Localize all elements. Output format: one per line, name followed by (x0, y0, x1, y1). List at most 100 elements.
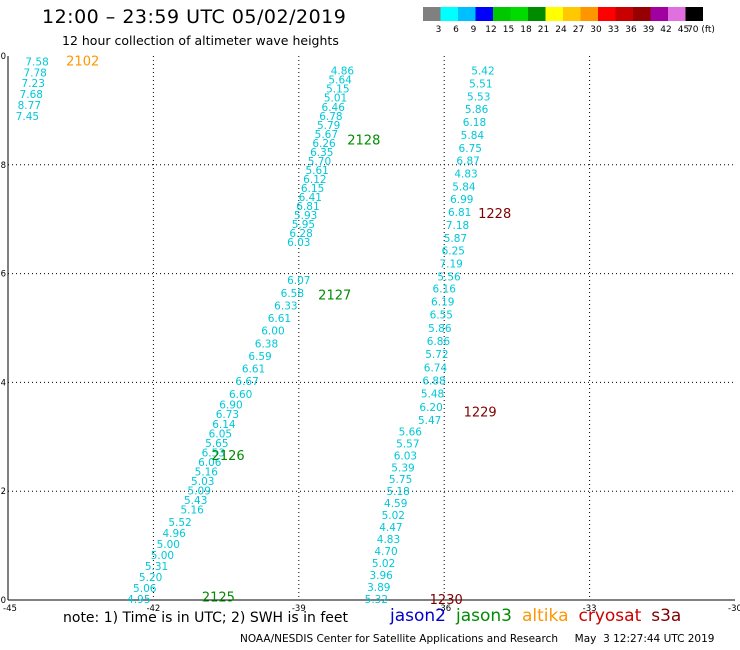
wave-height-value: 5.86 (465, 104, 489, 116)
wave-height-value: 5.43 (184, 495, 207, 507)
y-tick-label: 0 (1, 596, 6, 606)
legend-item-s3a: s3a (651, 606, 682, 626)
wave-height-value: 7.19 (439, 258, 462, 270)
color-scale-label: 6 (453, 25, 459, 34)
color-scale-label: 42 (660, 25, 671, 34)
wave-height-value: 3.96 (369, 570, 393, 582)
pass-number-label: 2125 (202, 590, 235, 605)
wave-height-value: 5.66 (399, 426, 423, 438)
wave-height-plot: -45 -42 -39 -36 -33 -30 0 2 4 6 8 10 7.587.787.237.6… (0, 52, 740, 614)
wave-height-value: 5.47 (418, 415, 441, 427)
wave-height-value: 7.45 (16, 111, 39, 123)
wave-height-value: 5.18 (386, 486, 409, 498)
pass-number-label: 1228 (478, 207, 511, 222)
wave-height-value: 6.16 (433, 283, 457, 295)
color-swatch (580, 7, 598, 21)
color-swatch (493, 7, 511, 21)
color-swatch (633, 7, 651, 21)
wave-height-value: 5.20 (139, 572, 162, 584)
wave-height-value: 5.39 (391, 462, 414, 474)
page-title: 12:00 – 23:59 UTC 05/02/2019 (42, 6, 347, 28)
wave-height-value: 5.00 (151, 550, 174, 562)
footer-note: note: 1) Time is in UTC; 2) SWH is in fe… (63, 610, 349, 626)
wave-height-value: 5.79 (317, 120, 340, 132)
wave-height-value: 4.96 (162, 528, 186, 540)
wave-height-value: 6.38 (255, 338, 278, 350)
wave-height-value: 6.86 (427, 336, 451, 348)
wave-height-value: 5.67 (315, 129, 338, 141)
wave-height-value: 4.86 (331, 66, 355, 78)
wave-height-value: 3.89 (367, 582, 390, 594)
color-scale-label: 27 (573, 25, 584, 34)
color-swatch (423, 7, 441, 21)
wave-height-value: 6.35 (310, 147, 333, 159)
wave-height-value: 6.53 (202, 447, 225, 459)
legend-item-cryosat: cryosat (578, 606, 642, 626)
wave-height-value: 5.84 (461, 130, 485, 142)
pass-number-label: 2128 (347, 133, 380, 148)
credit-line: NOAA/NESDIS Center for Satellite Applica… (240, 633, 715, 645)
page-subtitle: 12 hour collection of altimeter wave hei… (62, 33, 339, 48)
color-swatch (528, 7, 546, 21)
wave-height-value: 5.72 (425, 349, 448, 361)
wave-height-value: 6.87 (456, 156, 479, 168)
color-swatch (510, 7, 528, 21)
wave-height-value: 6.06 (198, 457, 222, 469)
wave-height-value: 5.86 (428, 323, 452, 335)
color-scale-label: 30 (590, 25, 602, 34)
y-tick-label: 2 (1, 487, 6, 497)
wave-height-value: 6.81 (448, 207, 471, 219)
wave-height-value: 6.58 (281, 288, 304, 300)
wave-height-value: 5.61 (305, 165, 328, 177)
color-swatch (458, 7, 476, 21)
wave-height-value: 6.67 (235, 376, 258, 388)
wave-height-value: 4.70 (374, 546, 397, 558)
satellite-legend: jason2 jason3 altika cryosat s3a (390, 606, 691, 626)
wave-height-value: 5.02 (372, 558, 395, 570)
color-scale-label: 33 (608, 25, 619, 34)
x-tick-label: -36 (437, 604, 451, 614)
wave-height-value: 5.16 (180, 505, 204, 517)
color-swatch (598, 7, 616, 21)
y-tick-label: 4 (1, 378, 6, 388)
wave-height-value: 6.15 (301, 183, 324, 195)
wave-height-value: 4.59 (384, 498, 407, 510)
pass-number-label: 2127 (318, 288, 351, 303)
color-scale-label: 9 (471, 25, 477, 34)
wave-height-value: 5.65 (205, 438, 228, 450)
color-scale-label: 3 (436, 25, 442, 34)
wave-height-value: 7.78 (23, 67, 46, 79)
wave-height-value: 5.00 (157, 539, 180, 551)
color-scale-label: 36 (625, 25, 637, 34)
color-swatch (563, 7, 581, 21)
wave-height-value: 5.06 (133, 583, 157, 595)
wave-height-value: 5.15 (326, 84, 349, 96)
color-scale-label: 15 (503, 25, 514, 34)
pass-number-label: 1230 (430, 593, 463, 608)
wave-height-value: 6.28 (289, 228, 312, 240)
wave-height-value: 6.05 (209, 428, 232, 440)
color-swatch (650, 7, 668, 21)
wave-height-value: 4.83 (377, 534, 400, 546)
legend-item-altika: altika (522, 606, 569, 626)
wave-height-value: 5.93 (294, 210, 317, 222)
legend-item-jason2: jason2 (390, 606, 446, 626)
pass-number-label: 1229 (464, 405, 497, 420)
x-tick-label: -45 (3, 604, 17, 614)
wave-height-value: 5.48 (421, 389, 444, 401)
color-scale-label: 70 (ft) (687, 25, 715, 34)
wave-height-value: 6.25 (442, 246, 465, 258)
color-swatch (475, 7, 493, 21)
wave-height-value: 6.19 (431, 296, 454, 308)
wave-height-value: 5.56 (437, 271, 461, 283)
x-tick-label: -39 (292, 604, 306, 614)
wave-height-value: 5.64 (328, 75, 352, 87)
wave-height-value: 5.95 (292, 219, 315, 231)
wave-height-value: 6.99 (450, 194, 473, 206)
wave-height-value: 7.18 (446, 220, 469, 232)
wave-height-value: 5.02 (382, 510, 405, 522)
wave-height-value: 5.42 (471, 66, 494, 78)
wave-height-value: 5.57 (396, 438, 419, 450)
wave-height-value: 6.90 (219, 400, 242, 412)
